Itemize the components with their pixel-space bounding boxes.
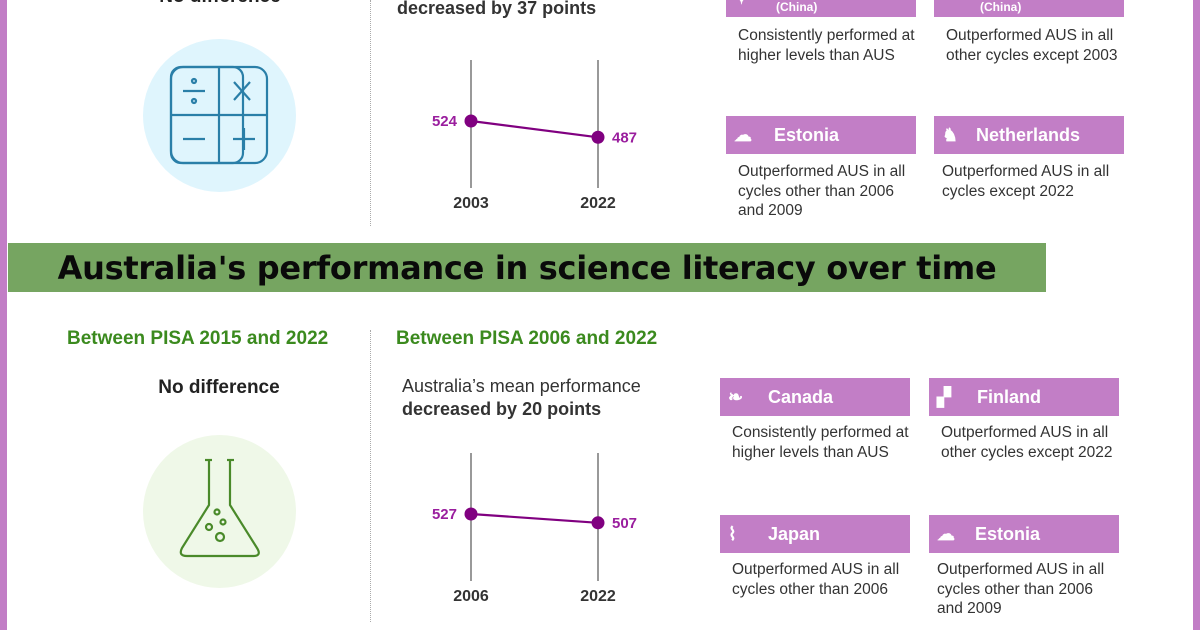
- bottom-change-line1: Australia’s mean performance: [402, 376, 641, 396]
- data-label: 487: [612, 129, 637, 146]
- series-line: [470, 119, 599, 139]
- x-tick-label: 2006: [453, 588, 489, 605]
- frame-left: [0, 0, 7, 630]
- bottom-card-2-name: Japan: [768, 523, 821, 544]
- netherlands-map-icon: ♞: [942, 124, 959, 145]
- top-card-0-text: Consistently performed at higher levels …: [738, 27, 915, 64]
- hong-kong-map-icon: ✦: [734, 0, 764, 9]
- estonia-map-icon: ☁: [734, 124, 752, 145]
- bottom-card-1-header: ▞ Finland: [929, 378, 1119, 416]
- data-label: 527: [432, 506, 457, 523]
- flask-icon: [179, 458, 260, 558]
- bottom-divider: [370, 330, 371, 622]
- estonia-map-icon: ☁: [937, 523, 955, 544]
- data-point: [464, 507, 478, 521]
- bottom-card-1-name: Finland: [977, 386, 1041, 407]
- top-card-2-header: ☁ Estonia: [726, 116, 916, 154]
- calculator-icon: [169, 65, 269, 165]
- x-tick-label: 2022: [580, 195, 616, 212]
- bottom-left-heading: Between PISA 2015 and 2022: [67, 328, 329, 349]
- top-card-1-text: Outperformed AUS in all other cycles exc…: [946, 27, 1118, 64]
- bottom-card-2-text: Outperformed AUS in all cycles other tha…: [732, 561, 900, 598]
- top-card-3-header: ♞ Netherlands: [934, 116, 1124, 154]
- canada-map-icon: ❧: [728, 386, 744, 407]
- bottom-no-difference: No difference: [158, 377, 280, 398]
- top-divider: [370, 0, 371, 226]
- banner-title: Australia's performance in science liter…: [57, 248, 997, 287]
- series-line: [470, 512, 599, 524]
- top-slope-chart: 2003 2022 524 487: [432, 60, 637, 212]
- top-no-difference: No difference: [130, 0, 310, 8]
- finland-map-icon: ▞: [937, 386, 951, 407]
- bottom-card-1-text: Outperformed AUS in all other cycles exc…: [941, 424, 1113, 461]
- top-card-2-text: Outperformed AUS in all cycles other tha…: [738, 163, 906, 219]
- macao-map-icon: ▘: [942, 0, 972, 9]
- bottom-slope-chart: 2006 2022 527 507: [432, 453, 637, 605]
- bottom-card-0-text: Consistently performed at higher levels …: [732, 424, 909, 461]
- flask-icon-bg: [143, 435, 296, 588]
- top-card-3-text: Outperformed AUS in all cycles except 20…: [942, 163, 1110, 200]
- data-point: [591, 516, 605, 530]
- calculator-icon-bg: [143, 39, 296, 192]
- bottom-right-heading: Between PISA 2006 and 2022: [396, 328, 658, 349]
- section-banner: Australia's performance in science liter…: [8, 243, 1046, 292]
- bottom-card-0-header: ❧ Canada: [720, 378, 910, 416]
- bottom-card-2-header: ⌇ Japan: [720, 515, 910, 553]
- top-card-1-header: ▘ (China): [934, 0, 1124, 17]
- bottom-card-0-name: Canada: [768, 386, 834, 407]
- top-card-0-subtitle: (China): [776, 0, 818, 14]
- top-card-1-subtitle: (China): [980, 0, 1022, 14]
- bottom-change-text: decreased by 20 points: [402, 399, 602, 419]
- x-tick-label: 2003: [453, 195, 489, 212]
- top-change-text: decreased by 37 points: [397, 0, 597, 18]
- top-card-0-header: ✦ (China): [726, 0, 916, 17]
- data-label: 507: [612, 515, 637, 532]
- data-point: [591, 130, 605, 144]
- top-card-2-name: Estonia: [774, 124, 840, 145]
- frame-right: [1193, 0, 1200, 630]
- bottom-card-3-name: Estonia: [975, 523, 1041, 544]
- x-tick-label: 2022: [580, 588, 616, 605]
- top-card-3-name: Netherlands: [976, 124, 1081, 145]
- bottom-card-3-header: ☁ Estonia: [929, 515, 1119, 553]
- japan-map-icon: ⌇: [728, 523, 737, 544]
- data-point: [464, 114, 478, 128]
- bottom-card-3-text: Outperformed AUS in all cycles other tha…: [937, 561, 1105, 617]
- data-label: 524: [432, 113, 458, 130]
